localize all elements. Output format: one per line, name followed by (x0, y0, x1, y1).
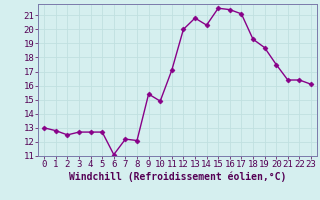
X-axis label: Windchill (Refroidissement éolien,°C): Windchill (Refroidissement éolien,°C) (69, 172, 286, 182)
